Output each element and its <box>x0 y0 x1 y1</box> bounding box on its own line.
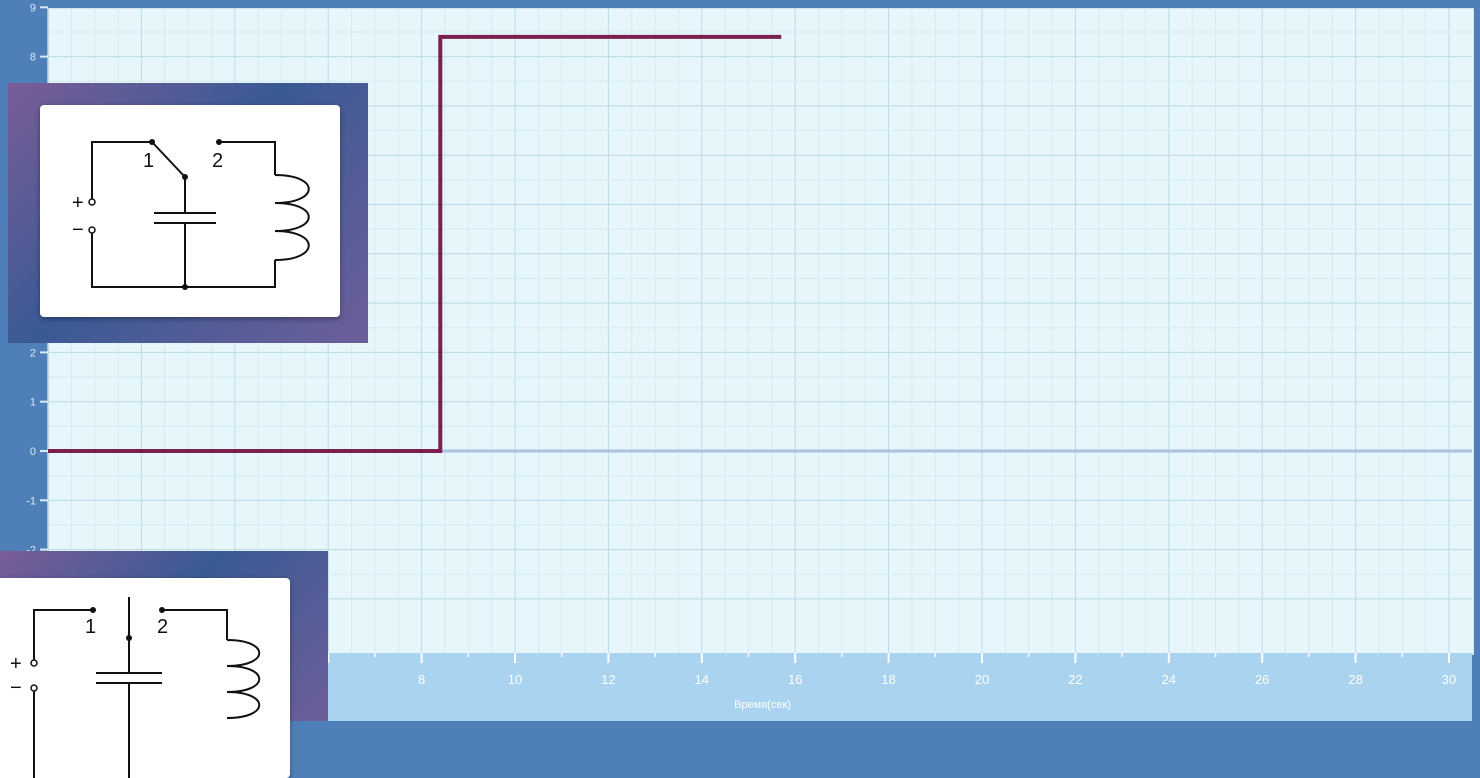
plus-terminal-label: + <box>72 192 84 214</box>
minus-terminal-label: − <box>72 219 84 241</box>
x-tick-label: 30 <box>1442 672 1456 687</box>
x-tick-label: 12 <box>601 672 615 687</box>
x-tick-label: 18 <box>881 672 895 687</box>
y-tick-label: 2 <box>30 347 36 359</box>
switch-position-1-label: 1 <box>143 150 154 172</box>
x-tick-label: 8 <box>418 672 425 687</box>
plus-terminal-label: + <box>10 653 22 675</box>
switch-position-1-label: 1 <box>85 616 96 638</box>
circuit-panel-bottom: + − 1 2 <box>0 551 328 721</box>
y-tick-label: -1 <box>26 495 36 507</box>
x-tick-label: 14 <box>695 672 709 687</box>
x-tick-label: 26 <box>1255 672 1269 687</box>
x-tick-label: 24 <box>1162 672 1176 687</box>
x-tick-label: 28 <box>1348 672 1362 687</box>
x-tick-label: 16 <box>788 672 802 687</box>
x-axis-label: Время(сек) <box>734 699 791 711</box>
circuit-card-top: + − 1 2 <box>40 105 340 317</box>
x-tick-label: 20 <box>975 672 989 687</box>
switch-position-2-label: 2 <box>212 150 223 172</box>
y-tick-label: 9 <box>30 2 36 14</box>
y-tick-label: 1 <box>30 397 36 409</box>
y-tick-label: 8 <box>30 52 36 64</box>
circuit-diagram-top: + − 1 2 <box>40 105 340 317</box>
minus-terminal-label: − <box>10 677 22 699</box>
x-tick-label: 22 <box>1068 672 1082 687</box>
y-tick-label: 0 <box>30 446 36 458</box>
switch-position-2-label: 2 <box>157 616 168 638</box>
x-tick-label: 10 <box>508 672 522 687</box>
circuit-diagram-bottom: + − 1 2 <box>0 578 290 778</box>
circuit-card-bottom: + − 1 2 <box>0 578 290 778</box>
circuit-panel-top: + − 1 2 <box>8 83 368 343</box>
